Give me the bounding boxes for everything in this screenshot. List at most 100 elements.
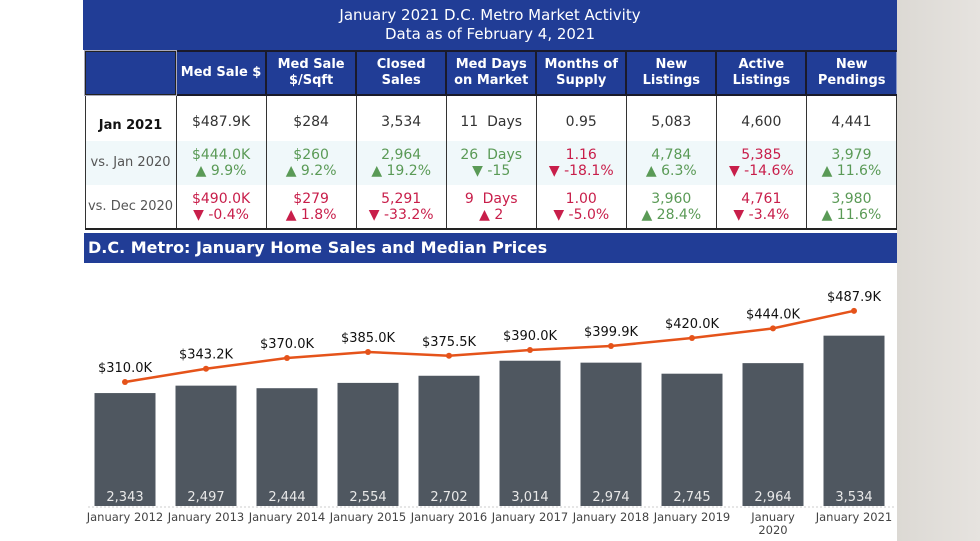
sales-price-chart: 2,343 2,497 2,444 2,554 2,702 3,014 2,974 2,745… [86, 290, 895, 537]
price-label: $343.2K [179, 348, 233, 363]
cell-change: ▼ -15 [472, 163, 511, 179]
x-tick-label: January 2016 [410, 510, 488, 524]
column-header: New Pendings [805, 50, 898, 96]
bar [256, 388, 318, 506]
table-cell: 4,600 [715, 95, 807, 141]
bar [175, 385, 237, 506]
table-cell: 2,964 ▲ 19.2% [355, 141, 447, 185]
cell-value: 5,385 [741, 147, 782, 163]
table-cell: 11 Days [445, 95, 537, 141]
table-cell: 4,761 ▼ -3.4% [715, 185, 807, 230]
price-label: $370.0K [260, 337, 314, 352]
cell-value: $284 [293, 113, 329, 130]
cell-value: 5,083 [651, 113, 692, 130]
x-tick-label: 2020 [758, 523, 787, 537]
x-tick-label: January 2012 [86, 510, 164, 524]
cell-value: 3,960 [651, 190, 692, 207]
x-tick-label: January 2013 [167, 510, 245, 524]
bar-label: 2,444 [268, 490, 305, 505]
cell-value: $260 [293, 147, 329, 163]
price-label: $420.0K [665, 317, 719, 332]
background-side [897, 0, 980, 541]
table-cell: $260 ▲ 9.2% [265, 141, 357, 185]
column-header: Med Days on Market [445, 50, 537, 96]
table-cell: $444.0K ▲ 9.9% [175, 141, 267, 185]
bar-label: 2,745 [673, 490, 710, 505]
price-label: $375.5K [422, 335, 476, 350]
cell-value: 4,600 [741, 113, 782, 130]
table-header-row: Med Sale $ Med Sale $/Sqft Closed Sales Med… [83, 50, 898, 96]
report-title: January 2021 D.C. Metro Market Activity … [83, 0, 897, 50]
bar [661, 373, 723, 506]
market-activity-table: Med Sale $ Med Sale $/Sqft Closed Sales Med… [83, 50, 898, 230]
column-header: Months of Supply [535, 50, 627, 96]
table-row: vs. Dec 2020 $490.0K ▼ -0.4% $279 ▲ 1.8% 5,29… [84, 185, 898, 230]
x-tick-label: January 2014 [248, 510, 326, 524]
x-tick-label: January 2019 [653, 510, 731, 524]
table-cell: 3,534 [355, 95, 447, 141]
table-row: vs. Jan 2020 $444.0K ▲ 9.9% $260 ▲ 9.2% 2,964… [84, 141, 898, 185]
cell-value: 4,784 [651, 147, 692, 163]
cell-value: 11 Days [460, 113, 523, 130]
cell-change: ▼ -14.6% [728, 163, 794, 179]
chart-title: D.C. Metro: January Home Sales and Media… [84, 233, 897, 263]
row-label: vs. Jan 2020 [84, 141, 177, 185]
price-point [851, 307, 857, 314]
price-point [365, 349, 371, 355]
table-cell: 0.95 [535, 95, 627, 141]
table-cell: 3,979 ▲ 11.6% [805, 141, 898, 185]
cell-value: 3,979 [831, 147, 872, 163]
cell-change: ▼ -0.4% [193, 206, 249, 223]
bar-label: 3,014 [511, 490, 548, 505]
column-header: New Listings [625, 50, 717, 96]
x-tick-label: January 2021 [815, 510, 893, 524]
cell-value: 26 Days [460, 147, 523, 163]
bar [580, 362, 642, 506]
cell-value: 5,291 [381, 190, 422, 207]
bar [499, 360, 561, 506]
table-cell: 5,385 ▼ -14.6% [715, 141, 807, 185]
price-point [284, 355, 290, 361]
price-point [203, 365, 209, 372]
cell-value: $487.9K [191, 113, 251, 130]
bar-label: 2,974 [592, 490, 629, 505]
cell-change: ▲ 9.2% [285, 163, 337, 179]
bar [418, 375, 480, 506]
table-cell: 1.16 ▼ -18.1% [535, 141, 627, 185]
table-cell: 4,441 [805, 95, 898, 141]
table-cell: $487.9K [175, 95, 267, 141]
bar-label: 2,702 [430, 490, 467, 505]
bar-label: 2,964 [754, 490, 791, 505]
price-point [122, 379, 128, 385]
cell-change: ▲ 11.6% [821, 206, 882, 223]
price-line [124, 309, 855, 384]
cell-change: ▼ -18.1% [548, 163, 614, 179]
price-label: $390.0K [503, 329, 557, 344]
header-blank [83, 50, 178, 96]
price-point [770, 325, 776, 332]
price-point [527, 347, 533, 353]
row-label: Jan 2021 [84, 95, 177, 141]
table-cell: 5,291 ▼ -33.2% [355, 185, 447, 230]
table-row: Jan 2021 $487.9K $284 3,534 11 Days 0.95 5,083… [84, 95, 898, 141]
bar-label: 2,497 [187, 490, 224, 505]
column-header: Med Sale $/Sqft [265, 50, 357, 96]
bar [823, 335, 885, 506]
cell-change: ▼ -5.0% [553, 206, 610, 223]
table-cell: 1.00 ▼ -5.0% [535, 185, 627, 230]
cell-value: 2,964 [381, 147, 422, 163]
bar-label: 2,554 [349, 490, 386, 505]
x-tick-label: January 2017 [491, 510, 569, 524]
price-label: $310.0K [98, 361, 152, 376]
bar [94, 393, 156, 506]
bar-label: 3,534 [835, 490, 872, 505]
cell-value: 1.16 [565, 147, 597, 163]
table-cell: 9 Days ▲ 2 [445, 185, 537, 230]
column-header: Closed Sales [355, 50, 447, 96]
price-label: $399.9K [584, 325, 638, 340]
table-cell: 26 Days ▼ -15 [445, 141, 537, 185]
price-point [689, 335, 695, 341]
cell-value: 0.95 [565, 113, 597, 130]
cell-value: $490.0K [191, 190, 251, 207]
table-cell: $279 ▲ 1.8% [265, 185, 357, 230]
